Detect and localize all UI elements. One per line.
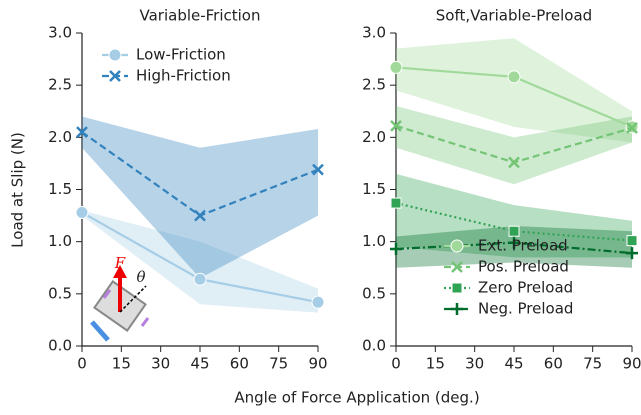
x-tick-label: 90 [308, 355, 327, 373]
x-tick-label: 45 [504, 355, 523, 373]
y-tick-label: 1.5 [362, 180, 386, 198]
y-tick-label: 1.0 [362, 232, 386, 250]
y-tick-label: 2.5 [48, 76, 72, 94]
confidence-band [82, 210, 318, 313]
x-tick-label: 75 [583, 355, 602, 373]
legend-marker [451, 261, 463, 273]
legend-label: Ext. Preload [478, 237, 568, 255]
y-tick-label: 0.5 [362, 284, 386, 302]
legend-label: Low-Friction [136, 46, 226, 64]
y-tick-label: 3.0 [362, 24, 386, 42]
legend-marker [451, 303, 463, 315]
y-tick-label: 1.5 [48, 180, 72, 198]
panel-title: Soft,Variable-Preload [436, 7, 592, 25]
marker [194, 209, 206, 222]
x-tick-label: 30 [151, 355, 170, 373]
marker [75, 205, 89, 219]
legend-marker [109, 70, 121, 82]
y-tick-label: 2.5 [362, 76, 386, 94]
y-tick-label: 0.0 [362, 337, 386, 355]
marker [390, 119, 402, 132]
y-tick-label: 2.0 [362, 128, 386, 146]
x-tick-label: 30 [465, 355, 484, 373]
legend-marker [108, 48, 122, 62]
legend-label: Pos. Preload [478, 258, 569, 276]
legend-marker [451, 282, 463, 294]
y-axis-label: Load at Slip (N) [9, 132, 27, 248]
legend-label: Neg. Preload [478, 300, 573, 318]
y-tick-label: 2.0 [48, 128, 72, 146]
y-tick-label: 1.0 [48, 232, 72, 250]
y-tick-label: 0.0 [48, 337, 72, 355]
y-tick-label: 3.0 [48, 24, 72, 42]
marker [626, 122, 638, 134]
marker [390, 197, 402, 209]
x-tick-label: 0 [77, 355, 87, 373]
legend-label: High-Friction [136, 67, 231, 85]
marker [311, 295, 325, 309]
confidence-band [396, 38, 632, 143]
x-tick-label: 15 [426, 355, 445, 373]
marker [193, 272, 207, 286]
marker [508, 225, 520, 237]
marker [76, 126, 88, 139]
marker [389, 60, 403, 74]
marker [626, 235, 638, 247]
legend-label: Zero Preload [478, 279, 573, 297]
panel-title: Variable-Friction [140, 7, 261, 25]
x-tick-label: 15 [112, 355, 131, 373]
x-tick-label: 60 [544, 355, 563, 373]
legend-marker [450, 239, 464, 253]
y-tick-label: 0.5 [48, 284, 72, 302]
marker [508, 236, 520, 249]
inset-diagram [90, 265, 150, 342]
marker [312, 163, 324, 176]
confidence-band [396, 106, 632, 185]
x-tick-label: 0 [391, 355, 401, 373]
annotation: θ [136, 268, 145, 286]
x-tick-label: 75 [269, 355, 288, 373]
x-tick-label: 90 [622, 355, 641, 373]
x-axis-label: Angle of Force Application (deg.) [234, 389, 479, 407]
marker [390, 242, 402, 255]
x-tick-label: 60 [230, 355, 249, 373]
marker [626, 247, 638, 260]
marker [507, 70, 521, 84]
confidence-band [82, 116, 318, 279]
x-tick-label: 45 [190, 355, 209, 373]
annotation: F [114, 254, 126, 272]
marker [508, 156, 520, 169]
